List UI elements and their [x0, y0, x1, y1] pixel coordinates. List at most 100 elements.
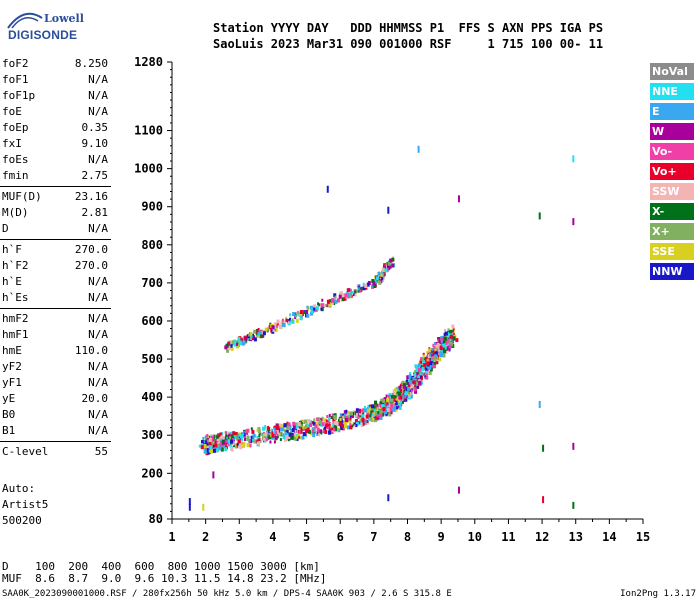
echo-dot	[369, 404, 372, 408]
param-value: 9.10	[81, 137, 109, 150]
y-tick-label: 500	[141, 352, 163, 366]
echo-dot	[216, 434, 220, 439]
echo-dot	[449, 342, 453, 347]
param-label: B0	[2, 408, 16, 421]
x-tick-label: 10	[468, 530, 482, 544]
echo-dot	[419, 357, 422, 361]
echo-dot	[274, 431, 277, 435]
param-label: h`F	[2, 243, 22, 256]
echo-dot	[324, 429, 328, 434]
echo-dot	[403, 384, 407, 389]
echo-dot	[291, 319, 295, 324]
echo-dot	[315, 422, 319, 427]
echo-dot	[414, 373, 417, 377]
param-row: foE N/A	[0, 104, 111, 120]
digisonde-logo: Lowell DIGISONDE	[6, 8, 84, 48]
echo-dot	[302, 425, 305, 429]
echo-dot	[304, 425, 307, 429]
echo-dot	[208, 441, 212, 446]
trace-point	[237, 439, 241, 444]
echo-dot	[416, 372, 419, 376]
echo-dot	[422, 359, 426, 364]
x-tick-label: 8	[404, 530, 411, 544]
echo-dot	[334, 426, 338, 431]
param-value: 2.75	[81, 169, 109, 182]
echo-dot	[440, 340, 443, 344]
param-separator	[0, 186, 111, 187]
echo-dot	[422, 373, 425, 377]
echo-dot	[248, 439, 251, 443]
echo-dot	[288, 427, 291, 431]
param-separator	[0, 308, 111, 309]
echo-dot	[386, 406, 389, 410]
trace-point	[365, 414, 369, 419]
echo-dot	[394, 388, 398, 393]
echo-dot	[227, 345, 231, 350]
echo-dot	[379, 404, 382, 408]
echo-dot	[367, 409, 370, 413]
trace-point	[224, 345, 228, 350]
echo-dot	[455, 338, 459, 343]
echo-dot	[263, 438, 267, 443]
param-label: hmF2	[2, 312, 29, 325]
echo-dot	[379, 409, 383, 414]
echo-dot	[351, 291, 354, 295]
echo-dot	[386, 403, 390, 408]
echo-dot	[255, 439, 259, 444]
echo-dot	[385, 394, 388, 398]
echo-dot	[357, 288, 361, 293]
echo-dot	[265, 427, 268, 431]
echo-dot	[251, 429, 255, 434]
echo-dot	[230, 437, 233, 441]
echo-dot	[370, 410, 374, 415]
param-row: foF1p N/A	[0, 88, 111, 104]
echo-dot	[250, 427, 253, 431]
echo-dot	[398, 399, 401, 403]
echo-dot	[259, 334, 263, 339]
y-tick-label: 1100	[134, 124, 163, 138]
echo-dot	[381, 272, 385, 277]
echo-dot	[218, 433, 221, 437]
param-row: hmF2 N/A	[0, 311, 111, 327]
echo-dot	[439, 353, 443, 358]
echo-dot	[313, 307, 316, 311]
echo-dot	[341, 297, 345, 302]
echo-dot	[364, 283, 368, 288]
param-value: N/A	[88, 89, 108, 102]
echo-dot	[341, 420, 344, 424]
echo-dot	[313, 304, 317, 309]
echo-dot	[299, 310, 303, 315]
echo-dot	[397, 397, 400, 401]
echo-dot	[370, 417, 374, 422]
echo-dot	[257, 427, 261, 432]
echo-dot	[435, 358, 438, 362]
echo-dot	[247, 338, 250, 342]
echo-dot	[230, 344, 233, 348]
echo-dot	[331, 413, 335, 418]
echo-dot	[404, 391, 408, 396]
echo-dot	[380, 398, 383, 402]
polarization-legend: NoVal NNE E W Vo- Vo+ SSW X- X+ SSE NNW	[650, 63, 694, 283]
echo-dot	[330, 298, 334, 303]
echo-dot	[332, 417, 336, 422]
param-label: h`F2	[2, 259, 29, 272]
param-label: D	[2, 222, 9, 235]
echo-dot	[408, 394, 411, 398]
echo-dot	[240, 440, 243, 444]
echo-dot	[330, 430, 334, 435]
echo-dot	[309, 420, 312, 424]
echo-dot	[327, 430, 331, 435]
echo-dot	[279, 432, 283, 437]
echo-dot	[417, 375, 421, 380]
echo-dot	[250, 435, 253, 439]
echo-dot	[278, 324, 282, 329]
echo-dot	[268, 325, 272, 330]
echo-dot	[429, 361, 433, 366]
sparse-echo	[417, 145, 420, 153]
echo-dot	[295, 433, 298, 437]
echo-dot	[362, 421, 365, 425]
echo-dot	[436, 350, 440, 355]
echo-dot	[261, 333, 265, 338]
echo-dot	[334, 424, 338, 429]
